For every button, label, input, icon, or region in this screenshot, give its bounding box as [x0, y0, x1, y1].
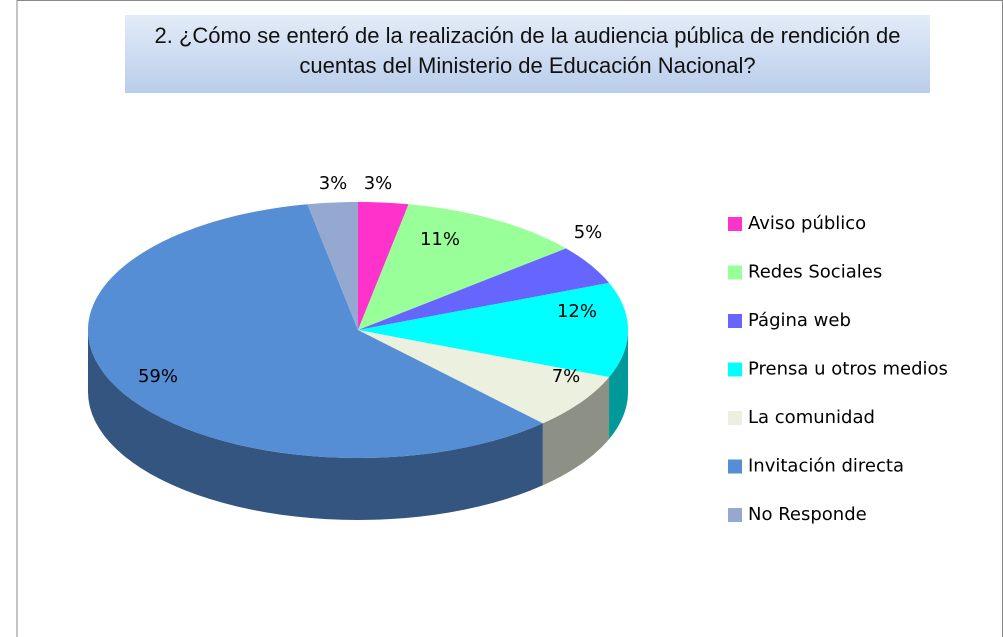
legend-swatch [728, 362, 742, 377]
legend-label: Prensa u otros medios [748, 359, 948, 380]
slice [307, 202, 358, 330]
slice [358, 204, 567, 330]
slice-side [609, 330, 628, 440]
data-label: 3% [364, 173, 393, 194]
legend-swatch [728, 217, 742, 231]
slice [88, 204, 543, 458]
legend-label: Página web [748, 310, 851, 331]
slice [358, 282, 628, 378]
data-label: 3% [319, 173, 348, 194]
legend-swatch [728, 314, 742, 328]
data-label: 7% [552, 366, 581, 387]
slice-side [542, 377, 610, 486]
legend-label: Redes Sociales [748, 262, 882, 283]
slice-side [88, 330, 543, 520]
legend-swatch [728, 265, 742, 280]
legend-swatch [728, 508, 742, 522]
slice [358, 248, 610, 330]
data-label: 11% [420, 229, 460, 250]
slice [358, 330, 610, 424]
legend-swatch [728, 459, 742, 474]
data-label: 5% [574, 222, 603, 243]
legend-label: Aviso público [748, 213, 866, 234]
data-label: 12% [557, 301, 597, 322]
chart-title: 2. ¿Cómo se enteró de la realización de … [125, 15, 930, 93]
data-label: 59% [138, 366, 178, 387]
legend-label: No Responde [748, 504, 867, 525]
legend-swatch [728, 411, 742, 425]
legend-label: Invitación directa [748, 456, 904, 477]
legend-label: La comunidad [748, 407, 875, 428]
slice [358, 202, 409, 330]
